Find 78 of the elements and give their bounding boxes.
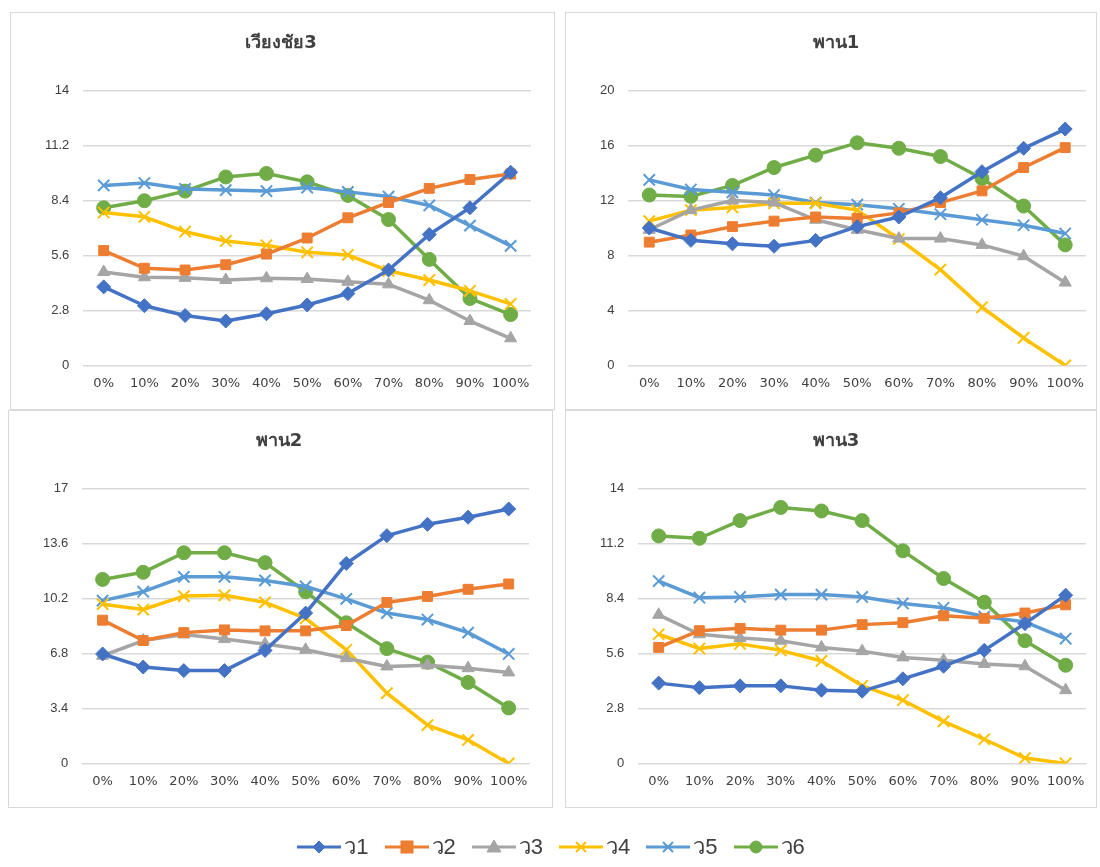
chart-title: เวียงชัย3 xyxy=(245,31,317,53)
y-tick-label: 16 xyxy=(599,137,615,153)
legend-label: ว6 xyxy=(780,833,805,861)
x-tick-label: 90% xyxy=(1009,374,1039,390)
y-tick-label: 5.6 xyxy=(51,247,70,263)
x-tick-label: 90% xyxy=(1010,772,1040,788)
x-tick-label: 60% xyxy=(333,374,363,390)
x-tick-label: 20% xyxy=(170,374,200,390)
y-tick-label: 0 xyxy=(61,754,69,770)
x-tick-label: 40% xyxy=(807,772,836,788)
x-tick-label: 60% xyxy=(331,772,361,788)
x-tick-label: 30% xyxy=(209,772,239,788)
y-tick-label: 10.2 xyxy=(42,590,69,606)
x-tick-label: 70% xyxy=(929,772,959,788)
x-tick-label: 30% xyxy=(766,772,796,788)
y-tick-label: 2.8 xyxy=(51,302,70,318)
x-tick-label: 40% xyxy=(252,374,281,390)
x-tick-label: 10% xyxy=(684,772,714,788)
x-tick-label: 60% xyxy=(884,374,914,390)
x-tick-label: 90% xyxy=(455,374,485,390)
y-tick-label: 6.8 xyxy=(50,645,69,661)
legend-label: ว2 xyxy=(431,833,456,861)
y-tick-label: 12 xyxy=(599,192,615,208)
chart-title: พาน3 xyxy=(812,429,860,451)
y-tick-label: 5.6 xyxy=(606,645,625,661)
x-tick-label: 100% xyxy=(492,374,530,390)
y-tick-label: 11.2 xyxy=(44,137,70,153)
chart-title: พาน1 xyxy=(812,31,860,53)
chart-title: พาน2 xyxy=(255,429,303,451)
x-tick-label: 70% xyxy=(374,374,404,390)
x-tick-label: 30% xyxy=(759,374,789,390)
x-tick-label: 60% xyxy=(888,772,918,788)
y-tick-label: 8.4 xyxy=(51,192,70,208)
x-tick-label: 100% xyxy=(1046,374,1084,390)
y-tick-label: 8.4 xyxy=(606,590,625,606)
y-tick-label: 14 xyxy=(54,82,70,98)
x-tick-label: 50% xyxy=(842,374,872,390)
x-tick-label: 80% xyxy=(967,374,997,390)
x-tick-label: 80% xyxy=(414,374,444,390)
x-tick-label: 50% xyxy=(292,374,322,390)
x-tick-label: 30% xyxy=(211,374,241,390)
y-tick-label: 20 xyxy=(599,82,615,98)
y-tick-label: 8 xyxy=(607,247,615,263)
x-tick-label: 20% xyxy=(717,374,747,390)
x-tick-label: 100% xyxy=(1047,772,1085,788)
x-tick-label: 10% xyxy=(129,374,159,390)
x-tick-label: 20% xyxy=(725,772,755,788)
y-tick-label: 11.2 xyxy=(599,535,625,551)
x-tick-label: 40% xyxy=(250,772,280,788)
x-tick-label: 50% xyxy=(847,772,877,788)
y-tick-label: 13.6 xyxy=(42,535,69,551)
y-tick-label: 0 xyxy=(617,754,625,770)
y-tick-label: 0 xyxy=(62,356,70,372)
legend-label: ว4 xyxy=(606,833,631,861)
x-tick-label: 0% xyxy=(93,374,114,390)
x-tick-label: 80% xyxy=(413,772,442,788)
x-tick-label: 0% xyxy=(92,772,113,788)
legend-label: ว3 xyxy=(518,833,543,861)
y-tick-label: 4 xyxy=(607,302,615,318)
y-tick-label: 3.4 xyxy=(50,700,69,716)
x-tick-label: 10% xyxy=(128,772,158,788)
x-tick-label: 0% xyxy=(648,772,669,788)
x-tick-label: 50% xyxy=(291,772,321,788)
legend-label: ว5 xyxy=(693,833,718,861)
x-tick-label: 70% xyxy=(925,374,955,390)
y-tick-label: 0 xyxy=(607,356,615,372)
x-tick-label: 10% xyxy=(676,374,706,390)
y-tick-label: 14 xyxy=(609,480,625,496)
legend-label: ว1 xyxy=(344,833,369,861)
x-tick-label: 70% xyxy=(372,772,402,788)
y-tick-label: 17 xyxy=(53,480,69,496)
y-tick-label: 2.8 xyxy=(606,700,625,716)
x-tick-label: 100% xyxy=(490,772,528,788)
x-tick-label: 90% xyxy=(453,772,483,788)
x-tick-label: 0% xyxy=(638,374,660,390)
x-tick-label: 20% xyxy=(169,772,199,788)
x-tick-label: 80% xyxy=(969,772,999,788)
x-tick-label: 40% xyxy=(801,374,831,390)
